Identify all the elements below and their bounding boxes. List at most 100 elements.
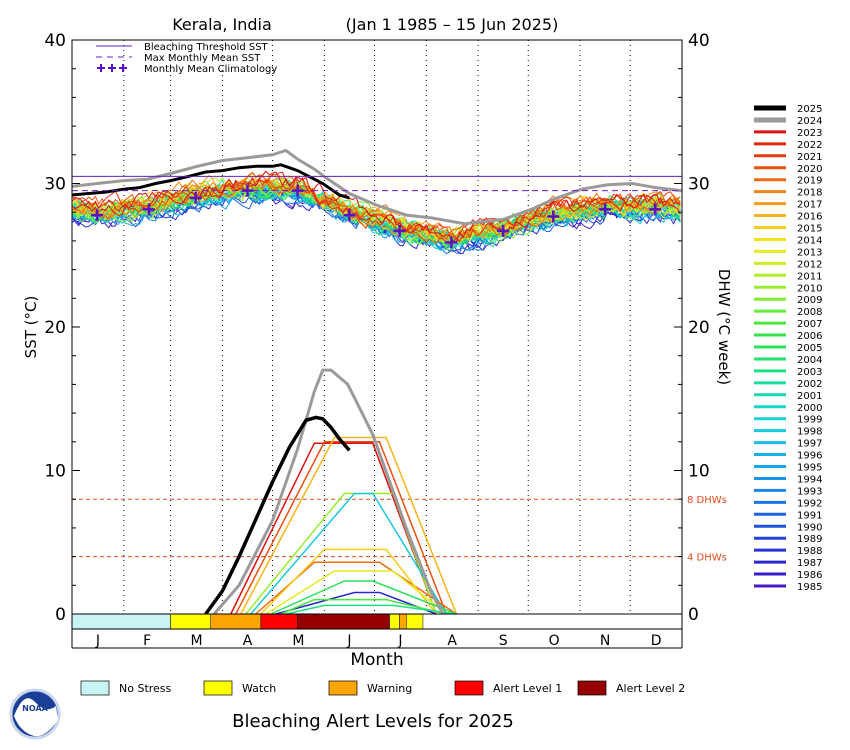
year-legend-label: 2012 [797,259,822,270]
y-tick-label-left: 10 [44,462,66,482]
dhw-line-2020 [235,441,448,615]
y-tick-label-right: 20 [688,318,710,338]
month-label: M [190,633,202,649]
month-label: F [143,633,151,649]
y-tick-label-left: 40 [44,31,66,51]
dhw-line-1987 [275,591,437,615]
legend-label: Monthly Mean Climatology [144,64,277,75]
year-legend-label: 1992 [797,498,822,509]
climatology-marker [649,203,662,216]
y-tick-label-right: 0 [688,605,699,625]
year-legend-label: 2004 [797,355,822,366]
alert-segment [170,613,211,630]
dhw-line-2003 [285,604,457,615]
month-label: A [243,633,253,649]
chart-title: Kerala, India [172,15,272,34]
legend-marker-plus [108,64,116,72]
year-legend-label: 2019 [797,176,822,187]
month-label: S [499,633,508,649]
noaa-logo-text: NOAA [22,704,48,713]
alert-segment [399,613,407,630]
year-legend-label: 2021 [797,152,822,163]
alert-segment [297,613,390,630]
month-label: D [651,633,662,649]
noaa-logo: NOAA [9,688,61,740]
alert-legend-swatch [577,680,607,696]
alert-legend-swatch [454,680,484,696]
alert-legend-swatch [328,680,358,696]
dhw-line-2024 [212,368,445,615]
dhw-ref-label: 8 DHWs [687,495,727,506]
legend-label: Bleaching Threshold SST [144,42,269,53]
noaa-logo-bird [14,698,58,737]
year-legend-label: 2015 [797,224,822,235]
year-legend-label: 2023 [797,128,822,139]
climatology-marker [91,209,104,222]
sst-line-2022 [71,171,681,245]
climatology-marker [142,203,155,216]
dhw-ref-label: 4 DHWs [687,553,727,564]
alert-legend-swatch [80,680,110,696]
climatology-marker [189,191,202,204]
year-legend-label: 2016 [797,212,822,223]
year-legend-label: 2018 [797,188,822,199]
year-legend-label: 2008 [797,307,822,318]
sst-line-2025 [71,163,350,200]
year-legend-label: 1988 [797,546,822,557]
footer-title: Bleaching Alert Levels for 2025 [232,711,514,732]
year-legend-label: 1986 [797,570,822,581]
month-label: J [95,633,100,649]
y-axis-label-right: DHW (°C week) [715,269,733,385]
climatology-marker [291,184,304,197]
dhw-line-2013 [265,570,447,615]
year-legend-label: 2000 [797,403,822,414]
alert-segment [405,613,424,630]
alert-legend-label: No Stress [119,682,172,695]
year-legend-label: 1998 [797,427,822,438]
month-label: O [549,633,560,649]
alert-segment [71,613,171,630]
climatology-marker [445,236,458,249]
year-legend-label: 2017 [797,200,822,211]
alert-legend-label: Watch [242,682,276,695]
year-legend-label: 1989 [797,534,822,545]
plot-background [72,40,682,614]
sst-line-2023 [71,170,681,244]
month-label: M [292,633,304,649]
alert-legend-label: Alert Level 1 [493,682,562,695]
y-tick-label-left: 20 [44,318,66,338]
month-label: J [346,633,351,649]
year-legend-label: 1994 [797,474,822,485]
dhw-line-2005 [270,580,457,615]
year-legend-label: 2022 [797,140,822,151]
climatology-marker [547,210,560,223]
sst-line-2021 [71,177,681,243]
year-legend-label: 2025 [797,104,822,115]
alert-segment [389,613,400,630]
year-legend-label: 2014 [797,235,822,246]
y-tick-label-right: 30 [688,175,710,195]
dhw-line-2016 [240,436,458,615]
climatology-marker [343,209,356,222]
y-axis-label-left: SST (°C) [22,296,40,359]
year-legend-label: 2024 [797,116,822,127]
year-legend-label: 2005 [797,343,822,354]
alert-legend-swatch [203,680,233,696]
y-tick-label-right: 10 [688,462,710,482]
year-legend-label: 1995 [797,463,822,474]
legend-marker-plus [119,64,127,72]
year-legend-label: 2002 [797,379,822,390]
alert-segment [210,613,262,630]
x-axis-label: Month [350,650,403,670]
year-legend-label: 1985 [797,582,822,593]
legend-marker-plus [97,64,105,72]
climatology-marker [497,224,510,237]
climatology-marker [241,184,254,197]
dhw-line-2019 [255,561,457,615]
year-legend-label: 2001 [797,391,822,402]
alert-bar-frame [71,613,683,630]
year-legend-label: 2007 [797,319,822,330]
year-legend-label: 2013 [797,247,822,258]
